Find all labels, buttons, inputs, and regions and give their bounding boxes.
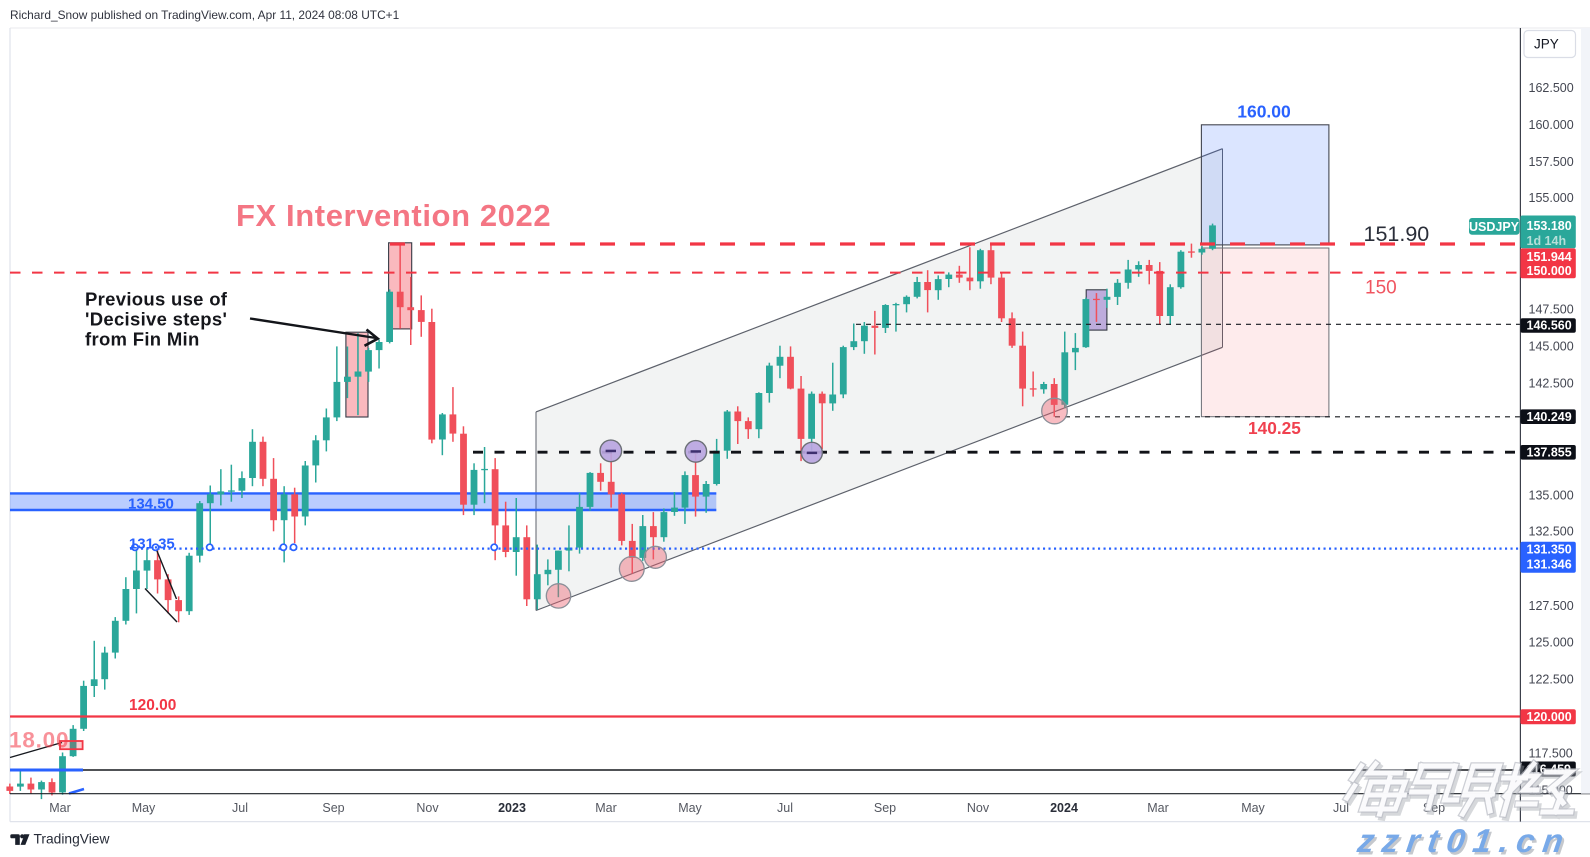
svg-text:151.944: 151.944 <box>1527 250 1572 264</box>
svg-text:Sep: Sep <box>874 801 896 815</box>
svg-text:162.500: 162.500 <box>1529 81 1574 95</box>
svg-text:150.000: 150.000 <box>1527 264 1572 278</box>
svg-text:1d 14h: 1d 14h <box>1527 234 1567 248</box>
svg-text:18.00: 18.00 <box>9 728 69 753</box>
svg-text:145.000: 145.000 <box>1529 340 1574 354</box>
svg-text:Mar: Mar <box>595 801 617 815</box>
svg-text:125.000: 125.000 <box>1529 636 1574 650</box>
svg-text:May: May <box>678 801 702 815</box>
svg-text:Jul: Jul <box>1333 801 1349 815</box>
svg-text:127.500: 127.500 <box>1529 599 1574 613</box>
svg-text:FX Intervention 2022: FX Intervention 2022 <box>236 198 551 233</box>
svg-text:'Decisive steps': 'Decisive steps' <box>85 309 227 330</box>
svg-text:120.000: 120.000 <box>1527 710 1572 724</box>
svg-text:JPY: JPY <box>1534 37 1559 52</box>
svg-text:140.25: 140.25 <box>1248 418 1301 438</box>
svg-text:134.50: 134.50 <box>128 496 174 513</box>
svg-text:146.560: 146.560 <box>1527 319 1572 333</box>
svg-text:TradingView: TradingView <box>34 832 110 847</box>
svg-text:May: May <box>1241 801 1265 815</box>
svg-text:122.500: 122.500 <box>1529 673 1574 687</box>
svg-text:Previous use of: Previous use of <box>85 289 228 310</box>
svg-text:155.000: 155.000 <box>1529 191 1574 205</box>
svg-text:137.855: 137.855 <box>1527 446 1572 460</box>
svg-text:131.346: 131.346 <box>1527 558 1572 572</box>
svg-text:Mar: Mar <box>1147 801 1169 815</box>
svg-text:zzrt01.cn: zzrt01.cn <box>1356 826 1575 857</box>
svg-text:Mar: Mar <box>49 801 71 815</box>
svg-text:135.000: 135.000 <box>1529 488 1574 502</box>
svg-text:May: May <box>132 801 156 815</box>
svg-text:Sep: Sep <box>322 801 344 815</box>
svg-text:Nov: Nov <box>967 801 990 815</box>
svg-text:zzrt01.cn: zzrt01.cn <box>1354 823 1573 857</box>
svg-text:151.90: 151.90 <box>1364 222 1430 246</box>
svg-text:132.500: 132.500 <box>1529 525 1574 539</box>
svg-text:Richard_Snow published on Trad: Richard_Snow published on TradingView.co… <box>10 8 400 22</box>
svg-text:147.500: 147.500 <box>1529 302 1574 316</box>
svg-text:2023: 2023 <box>498 801 526 815</box>
svg-text:157.500: 157.500 <box>1529 155 1574 169</box>
svg-text:140.249: 140.249 <box>1527 410 1572 424</box>
svg-text:150: 150 <box>1365 278 1397 299</box>
svg-text:131.350: 131.350 <box>1527 542 1572 556</box>
svg-text:160.000: 160.000 <box>1529 118 1574 132</box>
svg-text:142.500: 142.500 <box>1529 376 1574 390</box>
svg-text:120.00: 120.00 <box>129 697 176 714</box>
svg-text:Nov: Nov <box>416 801 439 815</box>
svg-text:153.180: 153.180 <box>1527 219 1572 233</box>
svg-text:2024: 2024 <box>1050 801 1078 815</box>
svg-text:Jul: Jul <box>777 801 793 815</box>
svg-text:from Fin Min: from Fin Min <box>85 329 200 350</box>
svg-text:160.00: 160.00 <box>1237 102 1291 122</box>
svg-text:131.35: 131.35 <box>129 535 175 552</box>
svg-text:Jul: Jul <box>232 801 248 815</box>
svg-text:117.500: 117.500 <box>1529 747 1573 761</box>
svg-text:USDJPY: USDJPY <box>1469 220 1520 234</box>
